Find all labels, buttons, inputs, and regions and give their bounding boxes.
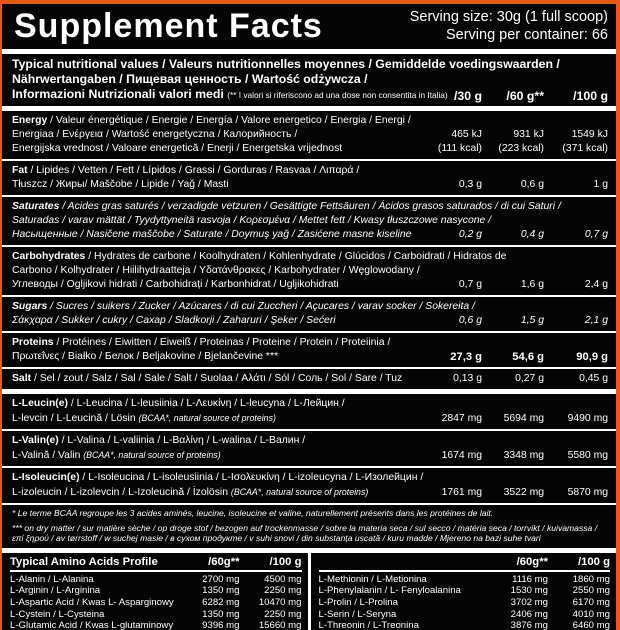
divider (2, 195, 616, 197)
divider (2, 503, 616, 505)
row-proteins-values: 27,3 g 54,6 g 90,9 g (450, 351, 608, 363)
divider (2, 466, 616, 468)
table-row: L-Phenylalanin / L- Fenyloalanina 1530 mg… (318, 585, 611, 597)
divider (2, 159, 616, 161)
table-header-line1: Typical nutritional values / Valeurs nut… (12, 57, 560, 71)
col-header-100g: /100 g (577, 555, 610, 568)
row-fat-values: 0,3 g 0,6 g 1 g (458, 179, 608, 190)
divider (2, 295, 616, 297)
row-energy: Energy / Valeur énergétique / Energie / … (12, 115, 608, 154)
table-row: L-Serin / L-Seryna 2406 mg 4010 mg (318, 608, 611, 620)
italy-note: (** I valori si riferiscono ad una dose … (227, 90, 448, 100)
bcaa-note: (BCAA*, natural source of proteins) (138, 413, 276, 423)
divider (2, 49, 616, 54)
row-proteins: Proteins / Protéines / Eiwitten / Eiweiß… (12, 337, 608, 363)
serving-per-container: Serving per container: 66 (445, 27, 608, 43)
divider (2, 245, 616, 247)
amino-table-right: /60g** /100 g L-Methionin / L-Metionina 1… (311, 553, 617, 630)
col-header-100g: /100 g (573, 89, 608, 103)
table-row: L-Glutamic Acid / Kwas L-glutaminowy 9396… (10, 620, 302, 630)
row-saturates: Saturates / Acides gras saturés / verzad… (12, 201, 608, 240)
table-row: L-Aspartic Acid / Kwas L- Asparginowy 628… (10, 596, 302, 608)
divider (2, 106, 616, 111)
row-salt-values: 0,13 g 0,27 g 0,45 g (453, 373, 608, 384)
bcaa-note: (BCAA*, natural source of proteins) (83, 450, 221, 460)
col-header-60g: /60g** (208, 555, 240, 568)
amino-table-left-header: Typical Amino Acids Profile /60g** /100 … (10, 555, 302, 572)
col-header-100g: /100 g (269, 555, 302, 568)
row-isoleucine-values: 1761 mg 3522 mg 5870 mg (441, 487, 608, 498)
row-isoleucine: L-Isoleucin(e) / L-Isoleucina / L-isoleu… (12, 472, 608, 498)
footnotes: * Le terme BCAA regroupe les 3 acides am… (2, 505, 616, 548)
table-divider (307, 552, 311, 630)
bcaa-note: (BCAA*, natural source of proteins) (230, 487, 369, 497)
table-row: L-Threonin / L-Treonina 3876 mg 6460 mg (318, 620, 611, 630)
label-header: Supplement Facts Serving size: 30g (1 fu… (2, 4, 616, 49)
row-energy-values: 465 kJ (111 kcal) 931 kJ (223 kcal) 1549 k… (437, 129, 608, 154)
footnote-dry-matter: *** on dry matter / sur matière sèche / … (12, 522, 598, 544)
row-salt: Salt / Sel / zout / Salz / Sal / Sale / … (12, 373, 608, 384)
row-sugars: Sugars / Sucres / suikers / Zucker / Azú… (12, 301, 608, 326)
divider (2, 331, 616, 333)
row-saturates-values: 0,2 g 0,4 g 0,7 g (458, 229, 608, 240)
table-row: L-Prolin / L-Prolina 3702 mg 6170 mg (318, 596, 611, 608)
row-valine: L-Valin(e) / L-Valina / L-valiinia / L-Β… (12, 435, 608, 461)
table-row: L-Methionin / L-Metionina 1116 mg 1860 mg (318, 573, 611, 585)
table-header-line3: Informazioni Nutrizionali valori medi (*… (12, 87, 448, 101)
row-leucine-values: 2847 mg 5694 mg 9490 mg (441, 413, 608, 424)
table-row: L-Cystein / L-Cysteina 1350 mg 2250 mg (10, 608, 302, 620)
divider (2, 389, 616, 394)
amino-acids-profile: Typical Amino Acids Profile /60g** /100 … (2, 552, 617, 630)
table-row: L-Alanin / L-Alanina 2700 mg 4500 mg (10, 573, 302, 585)
row-fat: Fat / Lipides / Vetten / Fett / Lípidos … (12, 165, 608, 190)
serving-info: Serving size: 30g (1 full scoop) Serving… (410, 8, 608, 44)
row-leucine: L-Leucin(e) / L-Leucina / L-leusiinia / … (12, 398, 608, 424)
serving-size: Serving size: 30g (1 full scoop) (409, 9, 608, 25)
amino-table-left: Typical Amino Acids Profile /60g** /100 … (2, 553, 308, 630)
col-header-60g: /60 g** (506, 89, 544, 103)
table-header-line2: Nährwertangaben / Пищевая ценность / War… (12, 72, 368, 86)
col-header-60g: /60g** (516, 555, 548, 568)
col-header-30g: /30 g (453, 89, 482, 103)
divider (2, 547, 616, 553)
amino-profile-title: Typical Amino Acids Profile (10, 555, 158, 568)
row-sugars-values: 0,6 g 1,5 g 2,1 g (458, 315, 608, 326)
page-title: Supplement Facts (14, 6, 323, 45)
column-headers: /30 g /60 g** /100 g (404, 89, 608, 103)
table-row: L-Arginin / L-Arginina 1350 mg 2250 mg (10, 585, 302, 597)
footnote-bcaa: * Le terme BCAA regroupe les 3 acides am… (12, 508, 494, 518)
row-carbohydrates-values: 0,7 g 1,6 g 2,4 g (458, 279, 608, 290)
row-carbohydrates: Carbohydrates / Hydrates de carbone / Ko… (12, 251, 608, 290)
divider (2, 367, 616, 369)
nutrition-table-header: Typical nutritional values / Valeurs nut… (2, 54, 616, 106)
row-valine-values: 1674 mg 3348 mg 5580 mg (441, 450, 608, 461)
divider (2, 429, 616, 431)
amino-table-right-header: /60g** /100 g (318, 555, 610, 572)
